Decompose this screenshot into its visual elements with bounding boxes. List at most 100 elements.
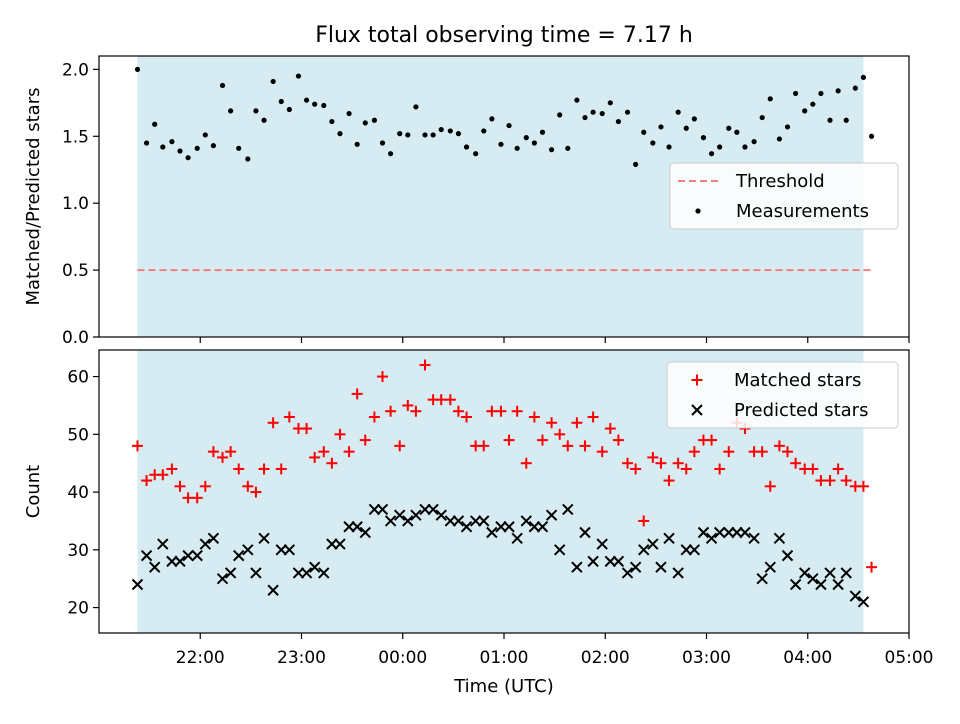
measurement-point <box>463 144 470 150</box>
matched-star-point <box>394 440 406 452</box>
predicted-star-point <box>419 503 431 516</box>
predicted-star-point <box>520 515 532 527</box>
measurement-point <box>177 148 183 154</box>
matched-legend-marker <box>691 374 703 386</box>
predicted-star-point <box>250 567 262 579</box>
measurement-point <box>489 116 495 122</box>
matched-star-point <box>377 371 388 383</box>
matched-star-point <box>359 434 371 446</box>
predicted-star-point <box>267 584 279 596</box>
predicted-star-point <box>343 521 355 533</box>
matched-star-point <box>242 480 254 492</box>
matched-star-point <box>790 457 802 469</box>
matched-star-point <box>174 480 186 492</box>
x-tick-label: 02:00 <box>581 648 630 668</box>
y-tick-label: 40 <box>67 483 89 503</box>
y-tick-label: 1.5 <box>62 127 89 147</box>
bottom-y-axis-label: Count <box>23 465 44 518</box>
measurement-point <box>397 131 403 137</box>
measurement-point <box>683 125 689 131</box>
measurement-point <box>329 118 335 125</box>
predicted-star-point <box>553 544 566 556</box>
measurement-point <box>793 90 799 97</box>
predicted-star-point <box>368 503 381 516</box>
predicted-star-point <box>334 538 346 550</box>
y-tick-label: 60 <box>67 368 89 388</box>
measurement-point <box>481 128 487 134</box>
predicted-star-point <box>638 544 650 556</box>
predicted-star-point <box>612 555 625 568</box>
measurement-point <box>700 135 707 141</box>
y-tick-label: 2.0 <box>62 60 89 80</box>
matched-star-point <box>225 446 237 458</box>
matched-star-point <box>546 417 558 429</box>
predicted-star-point <box>799 567 811 579</box>
predicted-star-point <box>857 596 870 608</box>
measurement-point <box>574 97 580 103</box>
matched-star-point <box>756 446 768 458</box>
matched-star-point <box>832 463 844 475</box>
predicted-star-point <box>216 573 229 585</box>
measurement-point <box>245 156 251 162</box>
predicted-star-point <box>789 578 802 591</box>
measurement-point <box>202 132 208 138</box>
matched-stars-legend-label: Matched stars <box>734 370 861 391</box>
predicted-star-point <box>486 526 498 539</box>
measurement-point <box>160 144 166 150</box>
predicted-star-point <box>824 567 836 579</box>
predicted-star-point <box>157 538 169 550</box>
matched-star-point <box>191 492 203 504</box>
x-tick-label: 23:00 <box>277 648 326 668</box>
matched-star-point <box>571 417 583 429</box>
x-tick-label: 05:00 <box>885 648 934 668</box>
predicted-star-point <box>571 561 583 573</box>
measurement-point <box>236 145 242 151</box>
predicted-star-point <box>376 503 389 516</box>
measurement-point <box>362 120 368 126</box>
predicted-star-point <box>224 567 237 579</box>
measurement-point <box>726 125 732 131</box>
measurement-point <box>827 117 833 123</box>
measurement-point <box>321 102 327 109</box>
threshold-legend-label: Threshold <box>735 171 825 192</box>
measurement-point <box>624 109 631 115</box>
predicted-star-point <box>394 509 406 521</box>
predicted-star-point <box>292 567 305 579</box>
predicted-legend-marker <box>691 404 703 416</box>
measurement-point <box>818 90 824 97</box>
matched-star-point <box>587 411 599 423</box>
predicted-star-point <box>781 549 794 562</box>
measurement-point <box>498 141 504 147</box>
measurement-point <box>565 145 571 151</box>
predicted-star-point <box>460 521 473 533</box>
predicted-star-point <box>680 544 692 556</box>
matched-star-point <box>604 423 616 435</box>
matched-star-point <box>528 411 540 423</box>
predicted-star-point <box>258 532 270 544</box>
top-legend-box <box>669 162 899 230</box>
matched-stars-legend-swatch <box>691 374 703 386</box>
measurement-point <box>582 114 588 121</box>
measurement-point <box>295 73 302 79</box>
predicted-star-point <box>739 526 751 539</box>
y-tick-label: 30 <box>67 541 89 561</box>
x-tick-label: 03:00 <box>682 648 731 668</box>
top-y-axis-label: Matched/Predicted stars <box>23 88 44 306</box>
predicted-star-point <box>629 561 642 573</box>
matched-star-point <box>131 440 143 452</box>
matched-star-point <box>452 405 464 417</box>
bottom-y-ticks: 20 30 40 50 60 <box>67 368 99 619</box>
measurement-point <box>455 131 462 137</box>
measurement-point <box>843 117 849 123</box>
measurement-point <box>278 98 284 105</box>
predicted-star-point <box>849 590 862 602</box>
matched-star-point <box>157 469 169 481</box>
matched-star-point <box>554 428 566 440</box>
measurement-point <box>286 106 292 113</box>
measurement-point <box>691 116 697 122</box>
matched-star-point <box>579 440 591 452</box>
predicted-star-point <box>275 544 287 556</box>
measurement-point <box>557 112 563 118</box>
measurement-point <box>641 129 647 135</box>
